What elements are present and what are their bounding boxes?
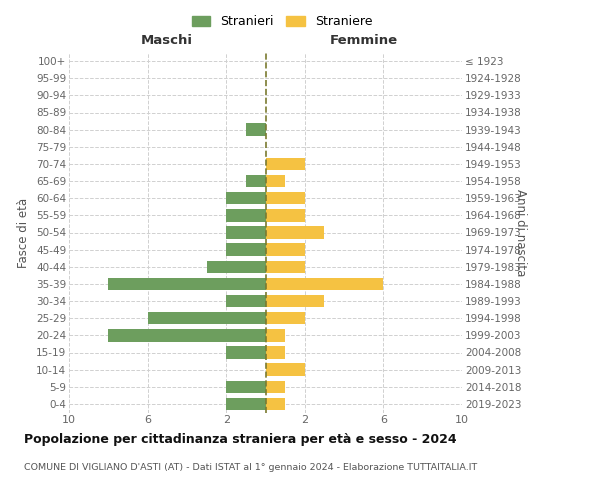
- Bar: [226, 346, 265, 358]
- Y-axis label: Fasce di età: Fasce di età: [17, 198, 31, 268]
- Bar: [226, 398, 265, 410]
- Bar: [265, 175, 285, 187]
- Bar: [148, 312, 265, 324]
- Bar: [265, 226, 325, 238]
- Text: Femmine: Femmine: [329, 34, 398, 48]
- Y-axis label: Anni di nascita: Anni di nascita: [514, 189, 527, 276]
- Bar: [265, 244, 305, 256]
- Bar: [226, 380, 265, 393]
- Bar: [226, 226, 265, 238]
- Bar: [265, 380, 285, 393]
- Bar: [246, 124, 265, 136]
- Text: COMUNE DI VIGLIANO D'ASTI (AT) - Dati ISTAT al 1° gennaio 2024 - Elaborazione TU: COMUNE DI VIGLIANO D'ASTI (AT) - Dati IS…: [24, 462, 477, 471]
- Bar: [265, 278, 383, 290]
- Bar: [108, 329, 265, 342]
- Bar: [206, 260, 265, 273]
- Bar: [265, 260, 305, 273]
- Text: Popolazione per cittadinanza straniera per età e sesso - 2024: Popolazione per cittadinanza straniera p…: [24, 432, 457, 446]
- Bar: [265, 158, 305, 170]
- Text: Maschi: Maschi: [141, 34, 193, 48]
- Legend: Stranieri, Straniere: Stranieri, Straniere: [188, 11, 376, 32]
- Bar: [246, 175, 265, 187]
- Bar: [265, 329, 285, 342]
- Bar: [265, 364, 305, 376]
- Bar: [265, 312, 305, 324]
- Bar: [265, 192, 305, 204]
- Bar: [226, 192, 265, 204]
- Bar: [226, 209, 265, 222]
- Bar: [226, 295, 265, 307]
- Bar: [226, 244, 265, 256]
- Bar: [108, 278, 265, 290]
- Bar: [265, 398, 285, 410]
- Bar: [265, 295, 325, 307]
- Bar: [265, 346, 285, 358]
- Bar: [265, 209, 305, 222]
